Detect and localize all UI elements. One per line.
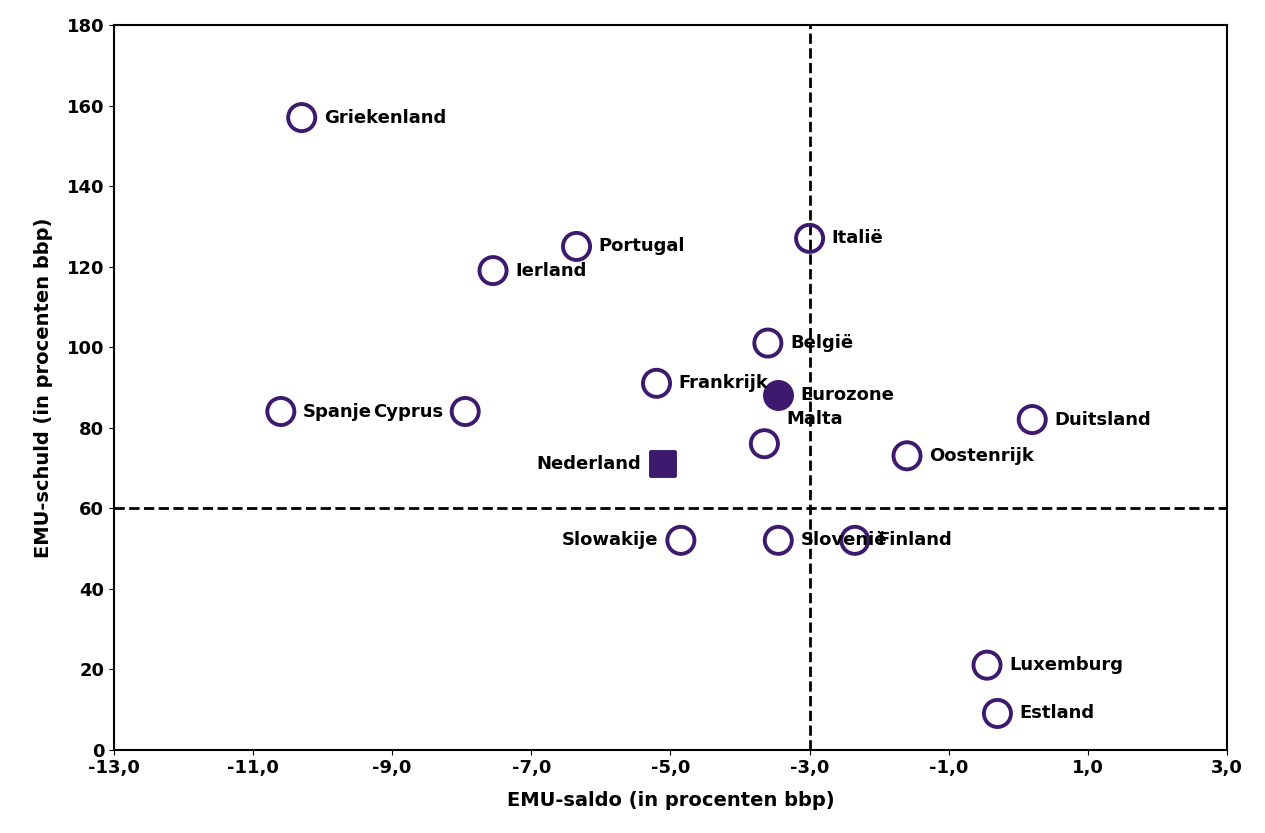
- Point: [845, 534, 865, 547]
- Text: Frankrijk: Frankrijk: [679, 374, 769, 392]
- Text: Estland: Estland: [1020, 705, 1094, 722]
- Point: [977, 658, 997, 671]
- Point: [654, 457, 674, 471]
- Point: [455, 405, 476, 418]
- Text: Luxemburg: Luxemburg: [1009, 656, 1123, 674]
- Text: Duitsland: Duitsland: [1055, 411, 1151, 428]
- Point: [768, 389, 788, 402]
- Point: [897, 449, 917, 462]
- Text: Oostenrijk: Oostenrijk: [930, 446, 1035, 465]
- Text: Nederland: Nederland: [536, 455, 641, 473]
- Text: België: België: [791, 334, 854, 352]
- Point: [768, 534, 788, 547]
- Point: [754, 437, 774, 451]
- Text: Griekenland: Griekenland: [324, 108, 447, 127]
- Text: Malta: Malta: [787, 410, 844, 427]
- Point: [670, 534, 691, 547]
- Text: Finland: Finland: [877, 531, 951, 549]
- Point: [291, 111, 311, 124]
- Text: Eurozone: Eurozone: [801, 387, 894, 404]
- Point: [1022, 413, 1042, 426]
- Text: Portugal: Portugal: [598, 237, 686, 256]
- Point: [758, 337, 778, 350]
- Point: [988, 706, 1008, 720]
- X-axis label: EMU-saldo (in procenten bbp): EMU-saldo (in procenten bbp): [507, 791, 834, 811]
- Text: Spanje: Spanje: [304, 402, 372, 421]
- Text: Slovenië: Slovenië: [801, 531, 887, 549]
- Text: Ierland: Ierland: [515, 262, 587, 280]
- Point: [271, 405, 291, 418]
- Point: [483, 264, 503, 277]
- Point: [646, 377, 667, 390]
- Y-axis label: EMU-schuld (in procenten bbp): EMU-schuld (in procenten bbp): [34, 217, 53, 557]
- Text: Slowakije: Slowakije: [562, 531, 659, 549]
- Text: Cyprus: Cyprus: [373, 402, 443, 421]
- Point: [567, 240, 587, 253]
- Point: [799, 232, 820, 245]
- Text: Italië: Italië: [832, 229, 884, 247]
